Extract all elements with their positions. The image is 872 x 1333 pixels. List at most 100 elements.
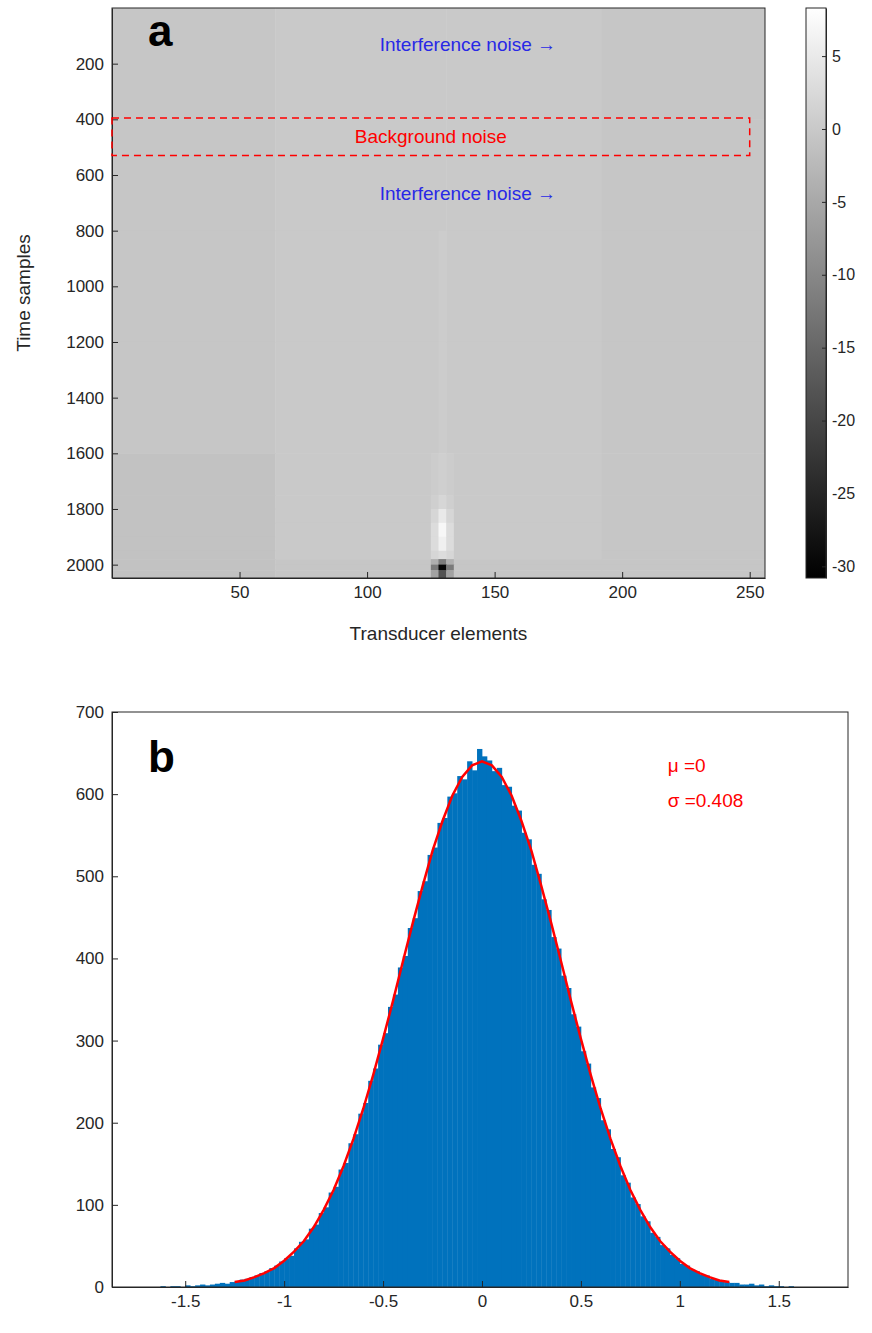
heatmap-cell <box>439 570 447 578</box>
plot-area <box>160 749 794 1287</box>
heatmap-cell <box>275 342 431 454</box>
colorbar-axis: 50-5-10-15-20-25-30 <box>822 9 855 579</box>
histogram-bar <box>324 1207 329 1287</box>
heatmap-cell <box>112 523 276 537</box>
tick-label: 400 <box>76 949 104 968</box>
tick-label: 5 <box>832 48 841 65</box>
histogram-bar <box>650 1233 655 1287</box>
tick: 150 <box>481 572 509 602</box>
tick-label: -25 <box>832 485 855 502</box>
tick-mark <box>822 275 826 276</box>
heatmap-cell <box>112 342 276 454</box>
tick-mark <box>112 876 118 877</box>
heatmap-cell <box>602 453 765 495</box>
annotation: Interference noise → <box>380 183 556 204</box>
tick: 0 <box>822 121 841 138</box>
y-axis: 200400600800100012001400160018002000 <box>66 9 118 579</box>
histogram-bar <box>512 806 517 1287</box>
tick: 5 <box>822 48 841 65</box>
tick-mark <box>581 1281 582 1287</box>
axis-line <box>113 1287 849 1288</box>
tick: 1.5 <box>767 1281 791 1311</box>
heatmap-cell <box>446 565 454 571</box>
tick-mark <box>622 572 623 578</box>
tick-mark <box>112 119 118 120</box>
histogram-bar <box>284 1258 289 1287</box>
tick-mark <box>112 342 118 343</box>
axis-line <box>112 9 113 579</box>
tick-label: 150 <box>481 583 509 602</box>
heatmap-cell <box>112 509 276 523</box>
tick: -20 <box>822 412 855 429</box>
tick-label: -5 <box>832 194 846 211</box>
tick: -5 <box>822 194 846 211</box>
histogram-bar <box>339 1170 344 1287</box>
tick-label: 600 <box>76 166 104 185</box>
tick-mark <box>822 202 826 203</box>
tick-mark <box>284 1281 285 1287</box>
panel-label: b <box>148 732 175 781</box>
heatmap-cell <box>431 537 439 551</box>
tick: 1600 <box>66 444 118 463</box>
tick-label: 1.5 <box>767 1292 791 1311</box>
heatmap-cell <box>439 495 447 509</box>
heatmap-cell <box>439 551 447 560</box>
histogram-bar <box>606 1129 611 1287</box>
tick: 0 <box>95 1278 118 1297</box>
heatmap-cell <box>275 8 431 120</box>
heatmap-cell <box>275 559 431 565</box>
tick-label: 200 <box>76 1114 104 1133</box>
tick-mark <box>822 129 826 130</box>
heatmap-cell <box>275 565 431 571</box>
tick-mark <box>185 1281 186 1287</box>
tick: -30 <box>822 558 855 575</box>
histogram-bar <box>220 1283 225 1287</box>
x-axis: 50100150200250 <box>113 572 766 602</box>
heatmap-cell <box>602 495 765 509</box>
heatmap-cell <box>602 509 765 523</box>
annotation: Background noise <box>355 126 507 147</box>
heatmap-cell <box>602 231 765 343</box>
histogram-bar <box>645 1221 650 1287</box>
heatmap-cell <box>454 537 602 551</box>
histogram-bar <box>576 1027 581 1287</box>
histogram-bar <box>230 1282 235 1287</box>
histogram-bar <box>373 1069 378 1288</box>
tick-label: 2000 <box>66 556 104 575</box>
tick: 2000 <box>66 556 118 575</box>
histogram-bar <box>304 1239 309 1287</box>
histogram-bar <box>502 785 507 1287</box>
panel-label: a <box>148 6 173 55</box>
tick-label: 50 <box>231 583 250 602</box>
heatmap-cell <box>454 8 602 120</box>
histogram-bar <box>566 988 571 1287</box>
histogram-bar <box>403 956 408 1287</box>
histogram-bar <box>620 1175 625 1287</box>
tick: -10 <box>822 266 855 283</box>
histogram-bar <box>710 1279 715 1287</box>
tick: 1 <box>676 1281 685 1311</box>
histogram-bar <box>675 1258 680 1287</box>
tick-label: -1 <box>277 1292 292 1311</box>
annotation-box <box>112 118 750 156</box>
histogram-bar <box>541 899 546 1287</box>
x-axis-title: Transducer elements <box>350 623 528 644</box>
heatmap-cell <box>446 8 454 120</box>
histogram-bar <box>388 1007 393 1287</box>
tick: 0 <box>478 1281 487 1311</box>
histogram-bar <box>551 937 556 1287</box>
tick-label: 1000 <box>66 277 104 296</box>
histogram-bar <box>581 1051 586 1287</box>
heatmap-cell <box>431 523 439 537</box>
tick: 200 <box>76 55 118 74</box>
histogram-bar <box>497 768 502 1287</box>
heatmap-cell <box>454 551 602 560</box>
heatmap-cell <box>439 559 447 565</box>
histogram-bar <box>571 1014 576 1287</box>
tick-mark <box>112 453 118 454</box>
tick-label: -1.5 <box>171 1292 200 1311</box>
heatmap-cell <box>112 565 276 571</box>
tick: 200 <box>608 572 636 602</box>
tick-mark <box>822 348 826 349</box>
histogram-bar <box>329 1193 334 1287</box>
